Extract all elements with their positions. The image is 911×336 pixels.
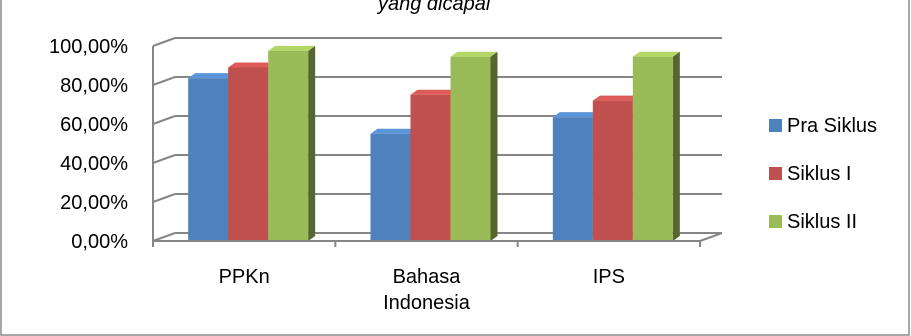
y-tick-labels: 0,00% 20,00% 40,00% 60,00% 80,00% 100,00% <box>49 36 128 253</box>
bar-front <box>450 56 491 241</box>
y-tick-label: 20,00% <box>60 192 128 214</box>
bar-top <box>410 89 458 95</box>
legend-label: Siklus II <box>787 211 857 233</box>
bar-siklus-i <box>410 89 458 241</box>
bar-side <box>672 51 680 241</box>
bar-siklus-i <box>592 95 640 241</box>
gridline-connector <box>152 37 176 47</box>
bar-siklus-ii <box>268 45 316 241</box>
bar-top <box>592 95 640 101</box>
bar-front <box>632 56 673 241</box>
bar-siklus-i <box>228 62 276 242</box>
bar-siklus-ii <box>632 51 680 241</box>
gridline-connector <box>152 76 176 86</box>
bar-side <box>490 51 498 241</box>
legend-label: Siklus I <box>787 163 851 185</box>
bar-top <box>632 51 680 57</box>
gridline-connector <box>152 115 176 125</box>
y-tick-label: 60,00% <box>60 114 128 136</box>
bar-pra-siklus <box>552 112 600 241</box>
y-tick-label: 0,00% <box>71 231 128 253</box>
legend-label: Pra Siklus <box>787 115 877 137</box>
x-category-labels: PPKn Bahasa Indonesia IPS <box>219 266 625 314</box>
x-category-label: Bahasa <box>393 266 462 288</box>
bar-top <box>552 112 600 118</box>
bar-siklus-ii <box>450 51 498 241</box>
bar-front <box>188 78 229 241</box>
bar-top <box>228 62 276 68</box>
y-tick-label: 100,00% <box>49 36 128 58</box>
legend-item: Pra Siklus <box>769 115 877 137</box>
bar-side <box>308 45 316 241</box>
floor-edge <box>699 232 723 242</box>
gridline-connector <box>152 154 176 164</box>
x-category-label: IPS <box>593 266 625 288</box>
gridline-connector <box>152 232 176 242</box>
bar-front <box>552 117 593 241</box>
chart-title-fragment: yang dicapai <box>376 0 491 15</box>
x-category-label: PPKn <box>219 266 270 288</box>
bars <box>188 45 680 242</box>
bar-top <box>450 51 498 57</box>
bar-pra-siklus <box>370 128 418 241</box>
y-tick-label: 80,00% <box>60 75 128 97</box>
bar-front <box>592 100 633 241</box>
legend-swatch <box>769 167 782 180</box>
legend-item: Siklus I <box>769 163 851 185</box>
legend-swatch <box>769 119 782 132</box>
bar-top <box>370 128 418 134</box>
legend: Pra Siklus Siklus I Siklus II <box>769 115 877 233</box>
bar-front <box>410 94 451 241</box>
x-category-label: Indonesia <box>383 292 471 314</box>
bar-front <box>268 50 309 241</box>
legend-swatch <box>769 215 782 228</box>
y-tick-label: 40,00% <box>60 153 128 175</box>
axes <box>152 46 723 247</box>
bar-pra-siklus <box>188 73 236 241</box>
bar-top <box>188 73 236 79</box>
bar-front <box>370 133 411 241</box>
legend-item: Siklus II <box>769 211 857 233</box>
bar-top <box>268 45 316 51</box>
gridline-connector <box>152 193 176 203</box>
bar-front <box>228 67 269 241</box>
